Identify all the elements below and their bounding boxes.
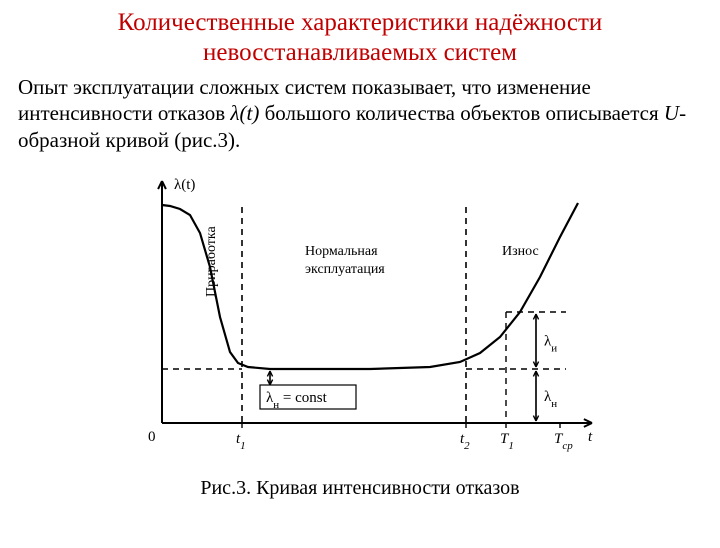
title-line2: невосстанавливаемых систем — [203, 39, 517, 66]
svg-text:Нормальная: Нормальная — [305, 244, 378, 259]
svg-text:0: 0 — [148, 429, 156, 445]
para-u: U — [664, 101, 679, 125]
failure-rate-chart: λ(t) t 0 Приработка Нормальная эксплуатация Из… — [110, 167, 610, 467]
svg-text:t2: t2 — [460, 431, 470, 452]
para-mid: большого количества объектов описывается — [259, 101, 664, 125]
svg-text:t: t — [588, 429, 593, 445]
svg-text:T1: T1 — [500, 431, 514, 452]
svg-text:Приработка: Приработка — [204, 225, 219, 296]
svg-text:t1: t1 — [236, 431, 246, 452]
svg-text:λн: λн — [544, 389, 557, 410]
para-lambda: λ(t) — [230, 101, 259, 125]
figure-caption: Рис.3. Кривая интенсивности отказов — [0, 477, 720, 500]
svg-text:Износ: Износ — [502, 244, 539, 259]
svg-text:эксплуатация: эксплуатация — [305, 262, 385, 277]
slide-title: Количественные характеристики надёжности… — [0, 8, 720, 68]
svg-text:λи: λи — [544, 333, 557, 354]
svg-text:Tср: Tср — [554, 431, 573, 452]
svg-text:λ(t): λ(t) — [174, 177, 195, 193]
body-paragraph: Опыт эксплуатации сложных систем показыв… — [18, 74, 702, 153]
title-line1: Количественные характеристики надёжности — [118, 9, 603, 36]
